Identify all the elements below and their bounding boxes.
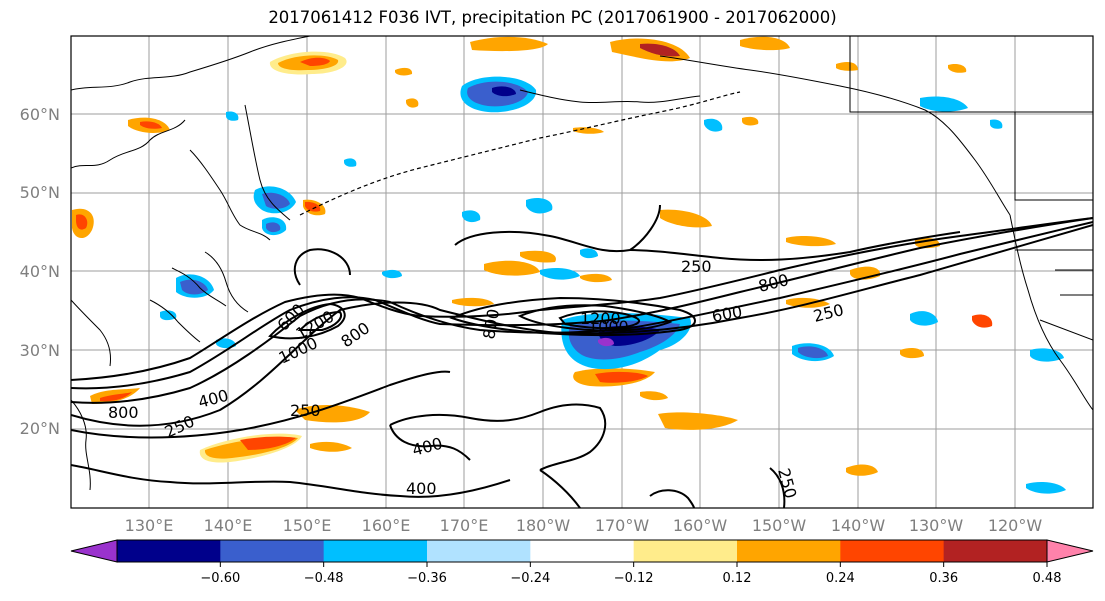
contour-label: 250 [681, 257, 712, 276]
lon-label: 160°W [673, 516, 728, 535]
colorbar-tick-label: −0.60 [200, 571, 240, 586]
lon-label: 140°E [204, 516, 253, 535]
colorbar-tick-label: 0.36 [929, 571, 958, 586]
longitude-labels: 130°E 140°E 150°E 160°E 170°E 180°W 170°… [125, 516, 1043, 535]
contour-label: 250 [290, 401, 321, 420]
colorbar-segment [840, 540, 945, 562]
lon-label: 150°E [283, 516, 332, 535]
map-title: 2017061412 F036 IVT, precipitation PC (2… [268, 8, 837, 27]
colorbar-segment [737, 540, 841, 562]
lon-label: 170°W [595, 516, 650, 535]
colorbar-tick-label: −0.12 [614, 571, 654, 586]
colorbar-max-extension [1046, 539, 1094, 563]
colorbar-segment [427, 540, 531, 562]
colorbar-segment [117, 540, 221, 562]
lon-label: 120°W [988, 516, 1043, 535]
colorbar: −0.60 −0.48 −0.36 −0.24 −0.12 0.12 0.24 0.36 0.4… [70, 539, 1094, 586]
colorbar-tick-label: −0.24 [510, 571, 550, 586]
lat-label: 30°N [20, 341, 60, 360]
contour-label: 1200 [580, 309, 621, 328]
colorbar-segment [530, 540, 635, 562]
lon-label: 180°W [516, 516, 571, 535]
colorbar-segment [943, 540, 1048, 562]
colorbar-tick-label: −0.48 [304, 571, 344, 586]
colorbar-tick-label: 0.24 [826, 571, 855, 586]
lon-label: 170°E [440, 516, 489, 535]
lon-label: 140°W [831, 516, 886, 535]
colorbar-segment [220, 540, 325, 562]
latitude-labels: 60°N 50°N 40°N 30°N 20°N [20, 105, 60, 438]
colorbar-tick-label: −0.36 [407, 571, 447, 586]
colorbar-tick-label: 0.48 [1033, 571, 1062, 586]
contour-label: 400 [406, 479, 437, 498]
lon-label: 130°E [125, 516, 174, 535]
colorbar-tick-label: 0.12 [723, 571, 752, 586]
map-frame [70, 35, 1094, 509]
colorbar-min-extension [70, 539, 118, 563]
lon-label: 150°W [752, 516, 807, 535]
lat-label: 50°N [20, 183, 60, 202]
coastlines [71, 36, 1093, 491]
lat-label: 20°N [20, 419, 60, 438]
lat-label: 40°N [20, 262, 60, 281]
lat-label: 60°N [20, 105, 60, 124]
colorbar-segment [633, 540, 738, 562]
contour-label: 800 [108, 403, 139, 422]
lon-label: 160°E [362, 516, 411, 535]
precip-positive-shading [72, 36, 993, 476]
lon-label: 130°W [909, 516, 964, 535]
ivt-contours [71, 204, 1093, 508]
aleutian-islands [299, 91, 741, 216]
contour-label: 1000 [588, 317, 629, 336]
colorbar-segment [323, 540, 428, 562]
